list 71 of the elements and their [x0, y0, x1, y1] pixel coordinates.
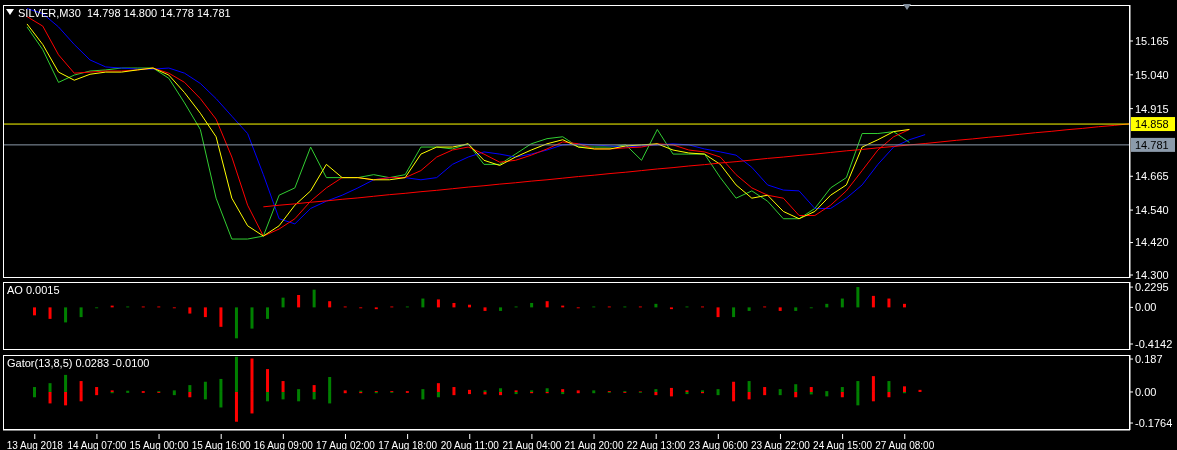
bar	[64, 391, 68, 406]
bar	[281, 297, 285, 308]
bar	[452, 391, 456, 396]
y-tick-label: 14.915	[1135, 102, 1169, 115]
bar	[840, 387, 844, 392]
bar	[297, 295, 301, 308]
bar	[234, 307, 238, 339]
bar	[499, 388, 503, 392]
y-tick-label: -0.1764	[1135, 416, 1173, 429]
chart-title: AO 0.0015	[7, 284, 60, 296]
bar	[467, 391, 471, 395]
bar	[48, 383, 52, 392]
bar	[188, 307, 192, 314]
y-tick-label: 0.2295	[1135, 280, 1169, 293]
bar	[452, 302, 456, 308]
bar	[250, 307, 254, 329]
y-tick-label: 0.187	[1135, 352, 1163, 365]
bar	[778, 389, 782, 392]
y-tick-label: 15.040	[1135, 68, 1169, 81]
bar	[545, 301, 549, 308]
bar	[79, 307, 83, 318]
bar	[747, 307, 751, 311]
y-tick-label: 14.665	[1135, 170, 1169, 183]
bar	[312, 289, 316, 308]
bar	[778, 307, 782, 311]
bar	[188, 391, 192, 398]
bar	[328, 301, 332, 308]
y-tick-label: 14.300	[1135, 268, 1169, 281]
bar	[654, 389, 658, 392]
bar	[483, 307, 487, 311]
bar	[840, 391, 844, 398]
bar	[716, 389, 720, 392]
bar	[436, 299, 440, 308]
bar	[266, 307, 270, 319]
y-tick-label: 0.00	[1135, 385, 1157, 398]
bar	[794, 307, 798, 311]
bar	[763, 391, 767, 396]
chart-title: Gator(13,8,5) 0.0283 -0.0100	[7, 357, 150, 369]
bar	[64, 307, 68, 323]
bar	[64, 374, 68, 392]
bar	[499, 307, 503, 311]
bar	[188, 385, 192, 392]
y-tick-label: -0.4142	[1135, 337, 1173, 350]
bar	[48, 307, 52, 319]
bar	[856, 287, 860, 308]
bar	[669, 391, 673, 397]
y-tick-label: 14.540	[1135, 203, 1169, 216]
bar	[219, 307, 223, 327]
bar	[871, 295, 875, 308]
bar	[234, 356, 238, 392]
ref-line-label: 14.858	[1135, 118, 1169, 131]
bar	[887, 381, 891, 392]
bar	[499, 391, 503, 396]
bar	[95, 391, 99, 396]
bar	[747, 381, 751, 392]
y-tick-label: 14.420	[1135, 236, 1169, 249]
bar	[887, 391, 891, 398]
bar	[48, 391, 52, 404]
bar	[716, 307, 720, 318]
bar	[794, 391, 798, 398]
bar	[747, 391, 751, 400]
y-tick-label: 15.165	[1135, 34, 1169, 47]
ref-line-label: 14.781	[1135, 138, 1169, 151]
bar	[234, 391, 238, 422]
bar	[794, 384, 798, 392]
bar	[33, 307, 36, 316]
y-tick-label: 0.00	[1135, 301, 1157, 314]
bar	[530, 302, 534, 308]
bar	[732, 307, 736, 318]
bar	[654, 391, 658, 396]
bar	[203, 307, 207, 318]
